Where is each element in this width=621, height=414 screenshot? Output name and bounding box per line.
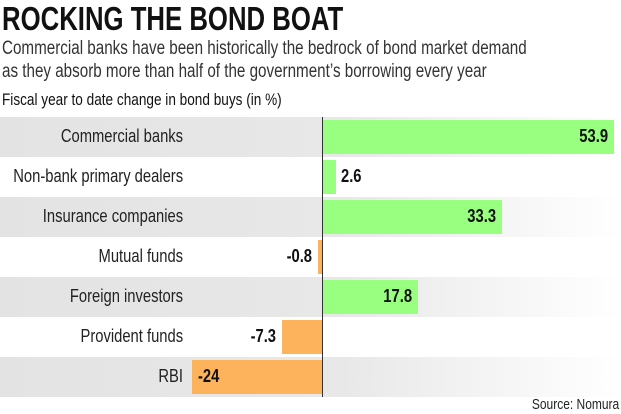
category-label: Non-bank primary dealers	[13, 166, 183, 186]
bar-row: Non-bank primary dealers 2.6	[0, 157, 621, 197]
bar-row: RBI -24	[0, 357, 621, 397]
bar	[322, 120, 614, 154]
bar-row: Insurance companies 33.3	[0, 197, 621, 237]
source-note: Source: Nomura	[531, 396, 619, 413]
bar-row: Mutual funds -0.8	[0, 237, 621, 277]
category-label: Foreign investors	[69, 286, 183, 306]
bar	[282, 320, 322, 354]
chart-title: ROCKING THE BOND BOAT	[2, 0, 344, 37]
category-label: Provident funds	[80, 326, 183, 346]
bar	[317, 240, 322, 274]
bar	[322, 160, 337, 194]
value-label: -24	[197, 366, 220, 386]
value-label: 53.9	[579, 126, 608, 146]
bar-row: Foreign investors 17.8	[0, 277, 621, 317]
value-label: 33.3	[467, 206, 497, 226]
bar	[191, 360, 322, 394]
bar-row: Provident funds -7.3	[0, 317, 621, 357]
value-label: 2.6	[341, 166, 362, 186]
bar-row: Commercial banks 53.9	[0, 117, 621, 157]
bar	[322, 280, 419, 314]
chart-subtitle-line-2: as they absorb more than half of the gov…	[2, 61, 487, 82]
category-label: Commercial banks	[60, 126, 183, 146]
bar	[322, 200, 503, 234]
value-label: -7.3	[251, 326, 277, 346]
category-label: Insurance companies	[42, 206, 183, 226]
chart-subtitle-line-1: Commercial banks have been historically …	[2, 38, 527, 59]
axis-label: Fiscal year to date change in bond buys …	[2, 90, 282, 109]
zero-axis-line	[322, 117, 323, 397]
bar-chart: Commercial banks 53.9 Non-bank primary dea…	[0, 117, 621, 397]
category-label: Mutual funds	[98, 246, 183, 266]
value-label: 17.8	[383, 286, 413, 306]
value-label: -0.8	[286, 246, 312, 266]
category-label: RBI	[158, 366, 183, 386]
